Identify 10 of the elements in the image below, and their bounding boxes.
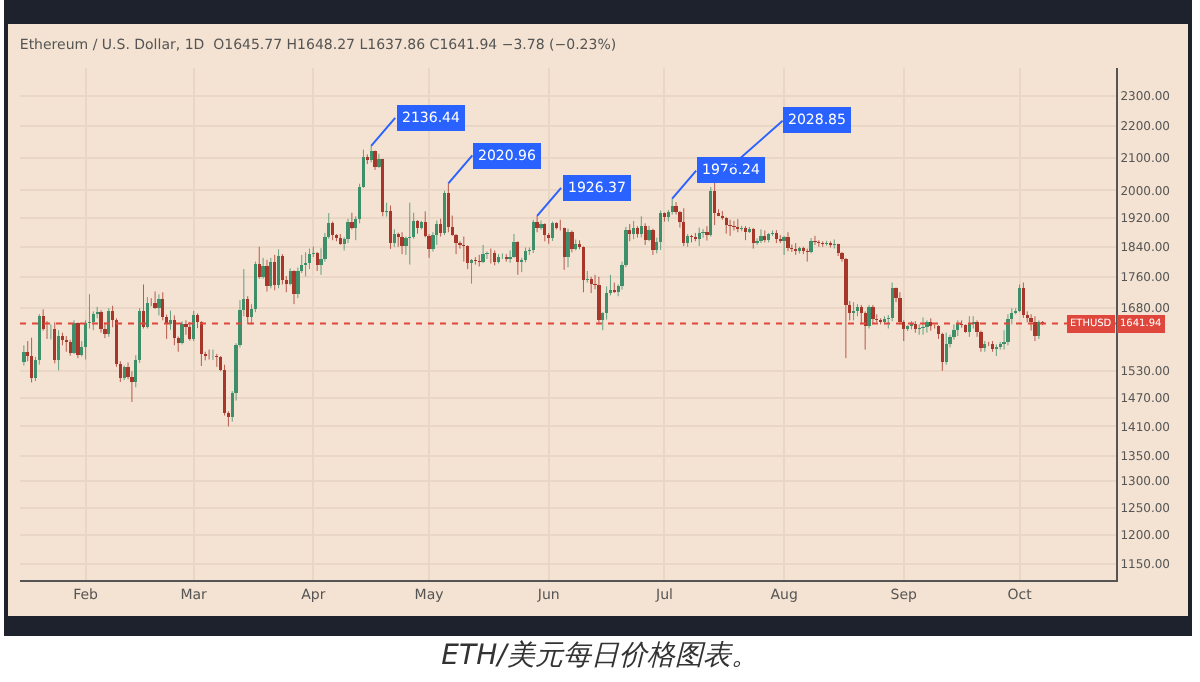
candlestick (477, 254, 481, 267)
candlestick (728, 219, 732, 237)
candlestick (585, 270, 589, 283)
candlestick (832, 239, 836, 249)
candlestick (303, 251, 308, 277)
candlestick (805, 248, 809, 262)
candlestick (740, 225, 744, 232)
text: ETH/美元每日价格图表。 (439, 638, 761, 674)
candlestick (921, 317, 925, 336)
candlestick (408, 202, 412, 265)
